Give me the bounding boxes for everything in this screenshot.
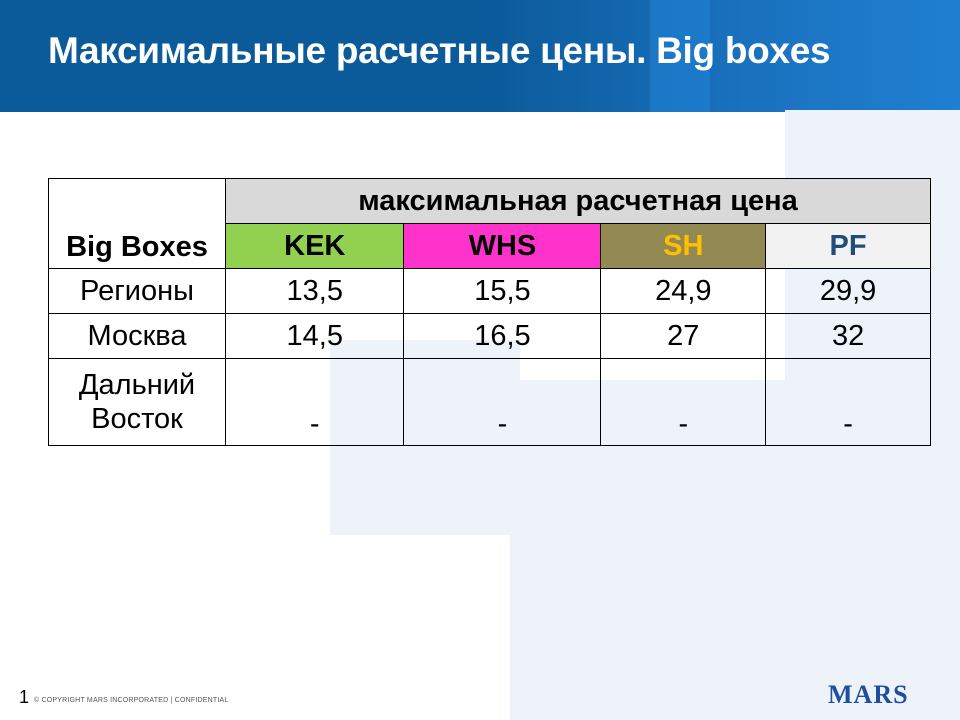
table-cell: 14,5 [224,313,405,359]
page-number: 1 [19,687,30,707]
group-header: максимальная расчетная цена [225,178,931,224]
column-header-kek: KEK [224,223,405,269]
column-header-pf: PF [765,223,931,269]
column-header-sh: SH [600,223,767,269]
row-label: Регионы [48,268,226,314]
slide-title: Максимальные расчетные цены. Big boxes [48,30,831,71]
row-label: Москва [48,313,226,359]
table-cell: 29,9 [765,268,931,314]
copyright-notice: © COPYRIGHT MARS INCORPORATED | CONFIDEN… [34,697,229,704]
table-cell: 15,5 [403,268,602,314]
table-cell: - [224,358,405,446]
table-row: KEK WHS SH PF [49,223,931,269]
table-cell: 32 [765,313,931,359]
header-decoration [480,0,960,112]
table-row: Big Boxes максимальная расчетная цена [48,178,931,269]
table-cell: 24,9 [600,268,767,314]
table-cell: - [765,358,931,446]
table-cell: 13,5 [224,268,405,314]
table-cell: 27 [600,313,767,359]
table-cell: 16,5 [403,313,602,359]
table-cell: - [600,358,767,446]
table-row: Москва 14,5 16,5 27 32 [48,313,931,359]
price-table: Big Boxes максимальная расчетная цена KE… [48,178,931,446]
table-row: Дальний Восток - - - - [48,358,931,446]
table-cell: - [403,358,602,446]
row-label: Дальний Восток [48,358,226,446]
table-row: Регионы 13,5 15,5 24,9 29,9 [48,268,931,314]
column-header-whs: WHS [403,223,602,269]
header-banner: Максимальные расчетные цены. Big boxes [0,0,960,112]
corner-header: Big Boxes [48,178,226,269]
mars-logo: MARS [828,680,909,709]
header-decoration-stripe [650,0,710,112]
